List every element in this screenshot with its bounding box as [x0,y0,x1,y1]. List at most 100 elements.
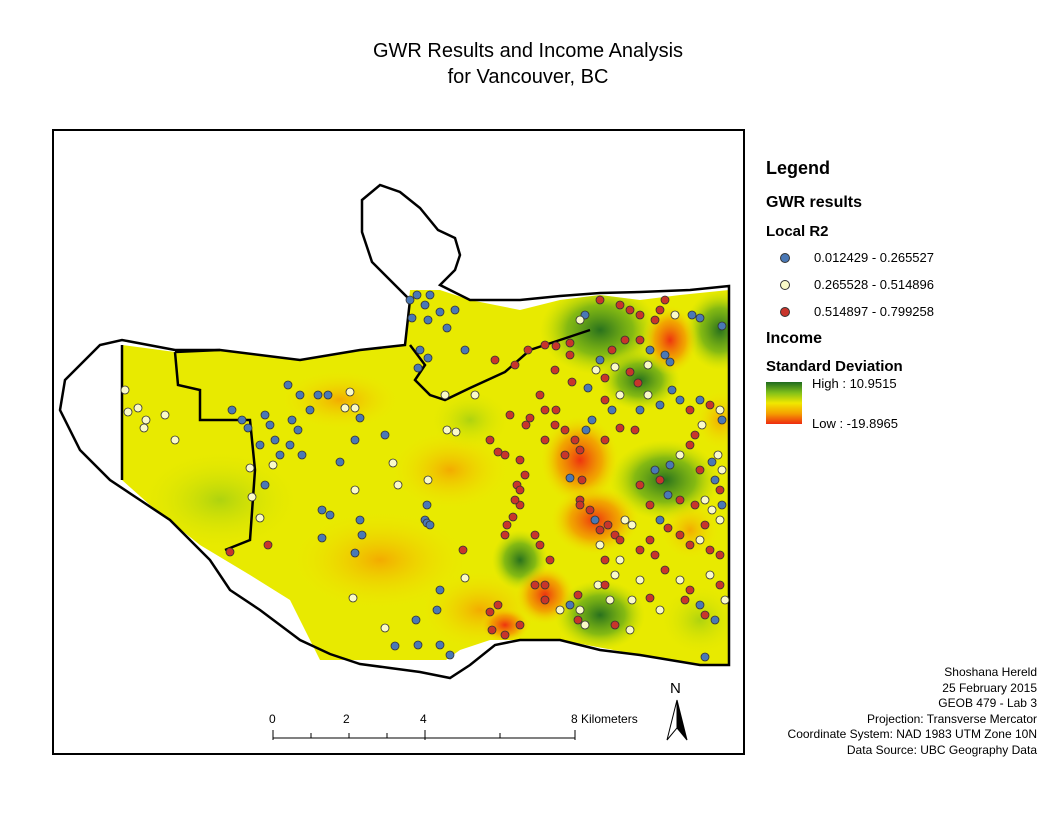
sd-heading: Standard Deviation [766,358,903,375]
gwr-point-low-r2 [260,480,270,490]
scale-tick-0: 0 [269,712,276,726]
gwr-point-low-r2 [255,440,265,450]
gwr-point-high-r2 [600,435,610,445]
gwr-point-low-r2 [423,315,433,325]
gwr-point-high-r2 [595,525,605,535]
gwr-point-low-r2 [442,323,452,333]
gwr-point-low-r2 [435,640,445,650]
gwr-point-mid-r2 [340,403,350,413]
gwr-point-low-r2 [675,395,685,405]
gwr-point-mid-r2 [580,620,590,630]
gwr-point-low-r2 [565,473,575,483]
legend-heading: Legend [766,158,831,178]
gwr-point-low-r2 [460,345,470,355]
map-title: GWR Results and Income Analysis for Vanc… [0,38,1056,90]
gwr-point-low-r2 [317,505,327,515]
gwr-point-high-r2 [715,550,725,560]
gwr-point-mid-r2 [133,403,143,413]
gwr-heading: GWR results [766,194,863,211]
gwr-point-high-r2 [603,520,613,530]
gwr-point-low-r2 [450,305,460,315]
gwr-point-mid-r2 [268,460,278,470]
gwr-point-mid-r2 [635,575,645,585]
gwr-point-high-r2 [540,595,550,605]
gwr-point-low-r2 [645,345,655,355]
gwr-point-low-r2 [665,357,675,367]
gwr-point-low-r2 [650,465,660,475]
gwr-point-low-r2 [655,400,665,410]
gwr-point-high-r2 [487,625,497,635]
gwr-point-low-r2 [287,415,297,425]
r2-heading: Local R2 [766,223,829,240]
gwr-point-high-r2 [585,505,595,515]
gwr-point-high-r2 [573,615,583,625]
gwr-point-high-r2 [523,345,533,355]
gwr-point-mid-r2 [705,570,715,580]
gwr-point-high-r2 [675,495,685,505]
income-heading: Income [766,330,823,347]
gwr-point-high-r2 [515,485,525,495]
gwr-point-high-r2 [577,475,587,485]
gwr-point-mid-r2 [610,362,620,372]
credit-coordinate-system: Coordinate System: NAD 1983 UTM Zone 10N [787,727,1037,741]
gwr-point-high-r2 [607,345,617,355]
gwr-point-low-r2 [325,510,335,520]
gwr-point-high-r2 [560,450,570,460]
gwr-point-low-r2 [710,615,720,625]
gwr-point-high-r2 [615,423,625,433]
gwr-point-mid-r2 [715,515,725,525]
gwr-point-low-r2 [355,413,365,423]
gwr-point-low-r2 [717,415,727,425]
gwr-point-high-r2 [510,360,520,370]
gwr-point-high-r2 [660,565,670,575]
gwr-point-high-r2 [610,620,620,630]
gwr-point-low-r2 [297,450,307,460]
gwr-point-mid-r2 [255,513,265,523]
gwr-point-high-r2 [530,530,540,540]
gwr-point-high-r2 [510,495,520,505]
gwr-point-high-r2 [685,540,695,550]
gwr-point-high-r2 [502,520,512,530]
gwr-point-high-r2 [595,295,605,305]
gwr-point-high-r2 [575,445,585,455]
gwr-point-high-r2 [565,338,575,348]
gwr-point-mid-r2 [575,315,585,325]
gwr-point-low-r2 [405,295,415,305]
gwr-point-low-r2 [717,321,727,331]
scale-bar [272,730,576,740]
gwr-point-mid-r2 [591,365,601,375]
gwr-point-low-r2 [237,415,247,425]
circle-icon [780,280,790,290]
gwr-point-high-r2 [635,480,645,490]
gwr-point-mid-r2 [380,623,390,633]
gwr-point-low-r2 [590,515,600,525]
north-arrow-icon [666,699,688,741]
gwr-point-mid-r2 [555,605,565,615]
gwr-point-low-r2 [285,440,295,450]
gwr-point-high-r2 [690,500,700,510]
gwr-point-mid-r2 [707,505,717,515]
gwr-point-high-r2 [600,555,610,565]
gwr-point-mid-r2 [615,390,625,400]
gwr-point-high-r2 [635,310,645,320]
gwr-point-high-r2 [565,350,575,360]
gwr-point-low-r2 [270,435,280,445]
gwr-point-low-r2 [700,652,710,662]
city-boundary [58,183,731,680]
scale-tick-8: 8 Kilometers [571,712,638,726]
gwr-point-high-r2 [635,335,645,345]
gwr-point-low-r2 [695,395,705,405]
gwr-point-low-r2 [710,475,720,485]
gwr-point-mid-r2 [247,492,257,502]
gwr-point-high-r2 [263,540,273,550]
gwr-point-low-r2 [243,423,253,433]
gwr-point-low-r2 [415,345,425,355]
gwr-point-low-r2 [565,600,575,610]
gwr-point-high-r2 [685,405,695,415]
gwr-point-high-r2 [690,430,700,440]
gwr-point-mid-r2 [170,435,180,445]
gwr-point-low-r2 [695,313,705,323]
gwr-point-high-r2 [540,340,550,350]
gwr-point-mid-r2 [700,495,710,505]
